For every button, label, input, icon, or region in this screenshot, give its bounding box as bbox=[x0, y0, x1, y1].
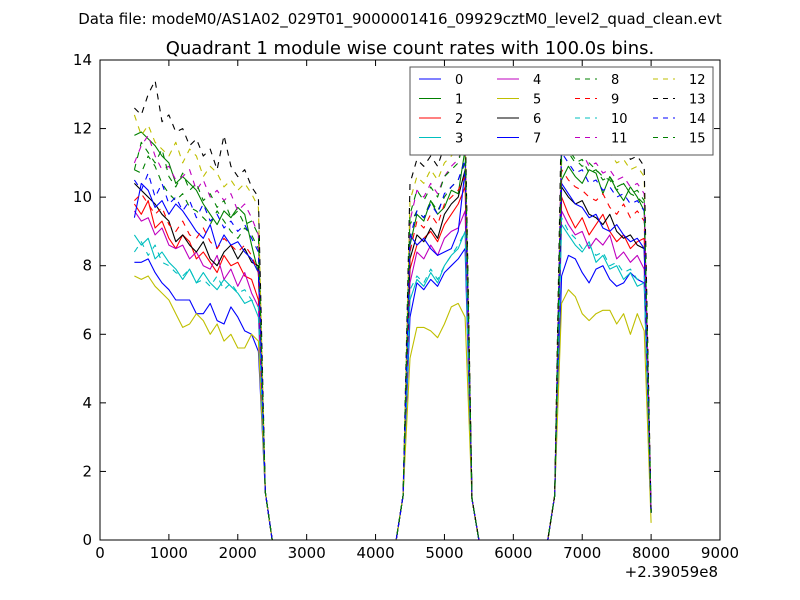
legend-label-1: 1 bbox=[455, 93, 463, 108]
legend-label-0: 0 bbox=[455, 73, 463, 88]
x-tick-label: 4000 bbox=[356, 544, 394, 562]
legend-label-2: 2 bbox=[455, 112, 463, 127]
y-tick-label: 4 bbox=[82, 394, 92, 412]
x-tick-label: 2000 bbox=[219, 544, 257, 562]
chart-suptitle: Data file: modeM0/AS1A02_029T01_90000014… bbox=[78, 10, 722, 29]
series-line-13 bbox=[134, 80, 652, 541]
legend-label-5: 5 bbox=[533, 93, 541, 108]
legend-label-3: 3 bbox=[455, 132, 463, 147]
y-tick-label: 0 bbox=[82, 531, 92, 549]
y-tick-label: 10 bbox=[73, 188, 92, 206]
x-tick-label: 0 bbox=[95, 544, 105, 562]
chart-title: Quadrant 1 module wise count rates with … bbox=[166, 38, 655, 59]
series-line-7 bbox=[133, 169, 652, 541]
x-tick-label: 8000 bbox=[632, 544, 670, 562]
x-tick-label: 9000 bbox=[701, 544, 739, 562]
legend-label-15: 15 bbox=[689, 132, 706, 147]
legend-label-8: 8 bbox=[611, 73, 619, 88]
y-tick-label: 14 bbox=[73, 51, 92, 69]
y-tick-label: 12 bbox=[73, 120, 92, 138]
series-line-15 bbox=[133, 134, 652, 541]
plot-frame bbox=[99, 59, 721, 541]
legend-box bbox=[409, 66, 714, 156]
series-line-5 bbox=[134, 275, 652, 541]
x-tick-label: 1000 bbox=[150, 544, 188, 562]
y-tick-label: 8 bbox=[82, 257, 92, 275]
series-line-10 bbox=[133, 217, 652, 541]
series-line-9 bbox=[134, 169, 652, 541]
x-tick-label: 6000 bbox=[494, 544, 532, 562]
series-line-14 bbox=[133, 152, 652, 541]
x-tick-label: 3000 bbox=[288, 544, 326, 562]
legend-label-7: 7 bbox=[533, 132, 541, 147]
legend-label-9: 9 bbox=[611, 93, 619, 108]
series-line-3 bbox=[133, 224, 652, 541]
y-tick-label: 6 bbox=[82, 325, 92, 343]
legend-label-12: 12 bbox=[689, 73, 706, 88]
legend-label-4: 4 bbox=[533, 73, 541, 88]
series-line-12 bbox=[133, 114, 652, 541]
series-line-11 bbox=[133, 131, 652, 541]
series-line-2 bbox=[133, 186, 652, 541]
legend-label-10: 10 bbox=[611, 112, 628, 127]
x-tick-label: 7000 bbox=[563, 544, 601, 562]
y-tick-label: 2 bbox=[82, 462, 92, 480]
axis-ticks: 0 1000 2000 3000 4000 5000 6000 7000 8000 9000 0 2 4… bbox=[73, 51, 739, 562]
x-tick-label: 5000 bbox=[425, 544, 463, 562]
legend-label-11: 11 bbox=[611, 132, 628, 147]
legend-label-14: 14 bbox=[689, 112, 706, 127]
series-line-4 bbox=[133, 210, 652, 541]
legend-label-13: 13 bbox=[689, 93, 706, 108]
series-line-1 bbox=[134, 131, 652, 541]
x-offset-text: +2.39059e8 bbox=[625, 563, 718, 581]
series-line-0 bbox=[134, 248, 652, 541]
legend-label-6: 6 bbox=[533, 112, 541, 127]
series-line-8 bbox=[134, 148, 652, 541]
series-line-6 bbox=[134, 169, 652, 541]
